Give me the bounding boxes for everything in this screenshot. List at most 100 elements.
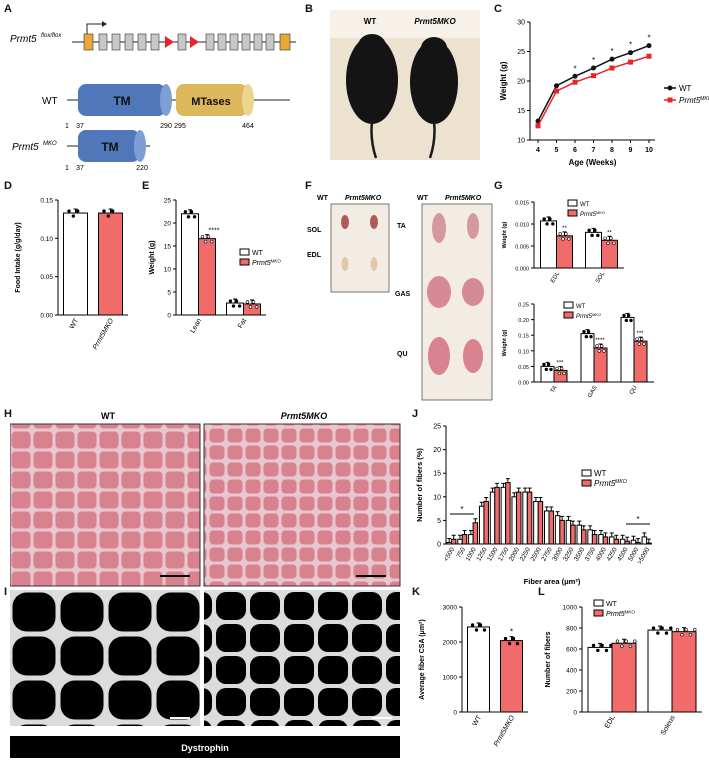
data-dot — [609, 236, 613, 240]
bar-Soleus-wt — [647, 629, 673, 713]
bar-1250-mko — [483, 501, 489, 545]
data-dot — [234, 299, 239, 303]
panel-letter-k: K — [412, 586, 420, 598]
y-tick-label: 25 — [164, 198, 172, 205]
legend-mko-text: Prmt5 — [252, 260, 271, 267]
y-tick-label: 0 — [453, 710, 457, 717]
y-axis-label: Weight (g) — [502, 221, 508, 248]
x-tick-label: 10 — [645, 147, 653, 154]
bar-2750-mko — [548, 510, 554, 545]
y-tick-label: 20 — [164, 221, 172, 228]
legend-mko-text: Prmt5 — [576, 314, 593, 320]
y-tick-label: 0.10 — [40, 236, 53, 243]
data-dot — [254, 305, 259, 309]
bar-1000-mko — [472, 522, 479, 545]
exon — [229, 33, 239, 51]
loxp-site — [165, 36, 174, 48]
x-category-label: Prmt5MKO — [92, 317, 116, 351]
data-point-mko — [646, 53, 652, 59]
data-dot — [189, 210, 194, 214]
data-dot — [615, 639, 620, 643]
data-dot — [110, 209, 115, 213]
exon — [150, 33, 160, 51]
sol-wt — [341, 215, 349, 229]
bar-4000-wt — [598, 534, 604, 545]
mko-num-220: 220 — [136, 165, 148, 172]
data-point-mko — [628, 59, 633, 65]
y-tick-label: 0.10 — [518, 349, 529, 355]
x-category-label: GAS — [587, 385, 599, 399]
data-dot — [546, 362, 551, 367]
wt-mtases-domain — [176, 84, 248, 116]
exon — [241, 33, 251, 51]
legend-marker-wt — [667, 85, 673, 91]
y-tick-label: 15 — [517, 108, 525, 115]
significance-mark: *** — [636, 331, 644, 337]
edl-wt — [341, 257, 349, 271]
wt-num-295: 295 — [174, 123, 186, 130]
legend-mko-text: Prmt5 — [580, 212, 597, 218]
large-muscle-weight-chart: 0.00 0.05 0.10 0.15 0.20 0.25 Weight (g) TA GAS Q… — [502, 301, 654, 399]
data-dot — [589, 334, 593, 339]
data-dot — [688, 632, 693, 637]
significance-mark: ** — [562, 226, 567, 232]
y-axis-label: Weight (g) — [502, 329, 508, 356]
data-dot — [595, 344, 599, 348]
exon — [111, 33, 121, 51]
legend-mko-sup: MKO — [615, 479, 627, 485]
bar-2000-wt — [511, 496, 517, 545]
data-dot — [67, 209, 71, 213]
significance-mark: * — [510, 628, 513, 637]
f-mko-left: Prmt5MKO — [345, 195, 382, 202]
bar-1000-wt — [468, 534, 474, 545]
bar-GAS-mko — [593, 347, 608, 383]
mouse-mko-label: Prmt5MKO — [414, 17, 456, 26]
y-tick-label: 0 — [437, 542, 441, 549]
panel-letter-j: J — [412, 408, 419, 420]
legend-wt-text: WT — [580, 202, 590, 208]
y-axis-label: Weight (g) — [499, 61, 508, 100]
muscle-photo-panel: WT Prmt5MKO WT Prmt5MKO SOL EDL TA GAS Q… — [305, 188, 495, 403]
significance-mark: * — [610, 47, 613, 56]
x-category-label: SOL — [595, 270, 607, 284]
data-dot — [71, 214, 76, 218]
mouse-wt-label: WT — [364, 17, 377, 26]
panel-letter-e: E — [142, 180, 150, 192]
dystrophin-label-bar — [10, 736, 400, 758]
data-dot — [482, 628, 487, 632]
he-wt-image — [9, 423, 201, 587]
data-dot — [544, 367, 549, 372]
x-tick-label: 7 — [592, 147, 596, 154]
bar-2500-mko — [537, 501, 544, 545]
data-point-wt — [591, 65, 596, 71]
bar-4250-mko — [613, 538, 620, 545]
mko-protein-sup: MKO — [43, 141, 57, 147]
small-muscle-photo — [330, 203, 390, 293]
bar-2500-wt — [533, 501, 539, 545]
qu-wt — [428, 337, 450, 375]
x-category-label: QU — [629, 385, 639, 396]
bar-4000-mko — [602, 536, 609, 545]
significance-mark: * — [573, 64, 576, 73]
legend-swatch-wt — [593, 599, 604, 607]
y-tick-label: 2000 — [443, 640, 458, 647]
bar-3250-wt — [565, 519, 572, 545]
bar-5000-mko — [635, 542, 641, 545]
gas-wt — [427, 276, 451, 308]
bar-4250-wt — [609, 536, 615, 545]
data-dot — [562, 371, 566, 376]
bar-SOL-wt — [585, 231, 602, 269]
mouse-mko-tail — [428, 121, 436, 159]
ta-wt — [432, 213, 446, 243]
data-dot — [183, 210, 188, 214]
f-wt-right: WT — [417, 195, 429, 202]
bar-5000-wt — [630, 539, 637, 545]
y-tick-label: 0.00 — [40, 313, 53, 320]
x-category-label: TA — [550, 385, 559, 394]
bar-<500-mko — [450, 538, 457, 545]
gene-schematic: Prmt5 flox/flox WT TM MTases 1 37 290 29… — [10, 12, 300, 172]
x-axis-label: Age (Weeks) — [569, 158, 617, 167]
legend-swatch-mko — [563, 311, 574, 319]
data-dot — [511, 636, 516, 641]
